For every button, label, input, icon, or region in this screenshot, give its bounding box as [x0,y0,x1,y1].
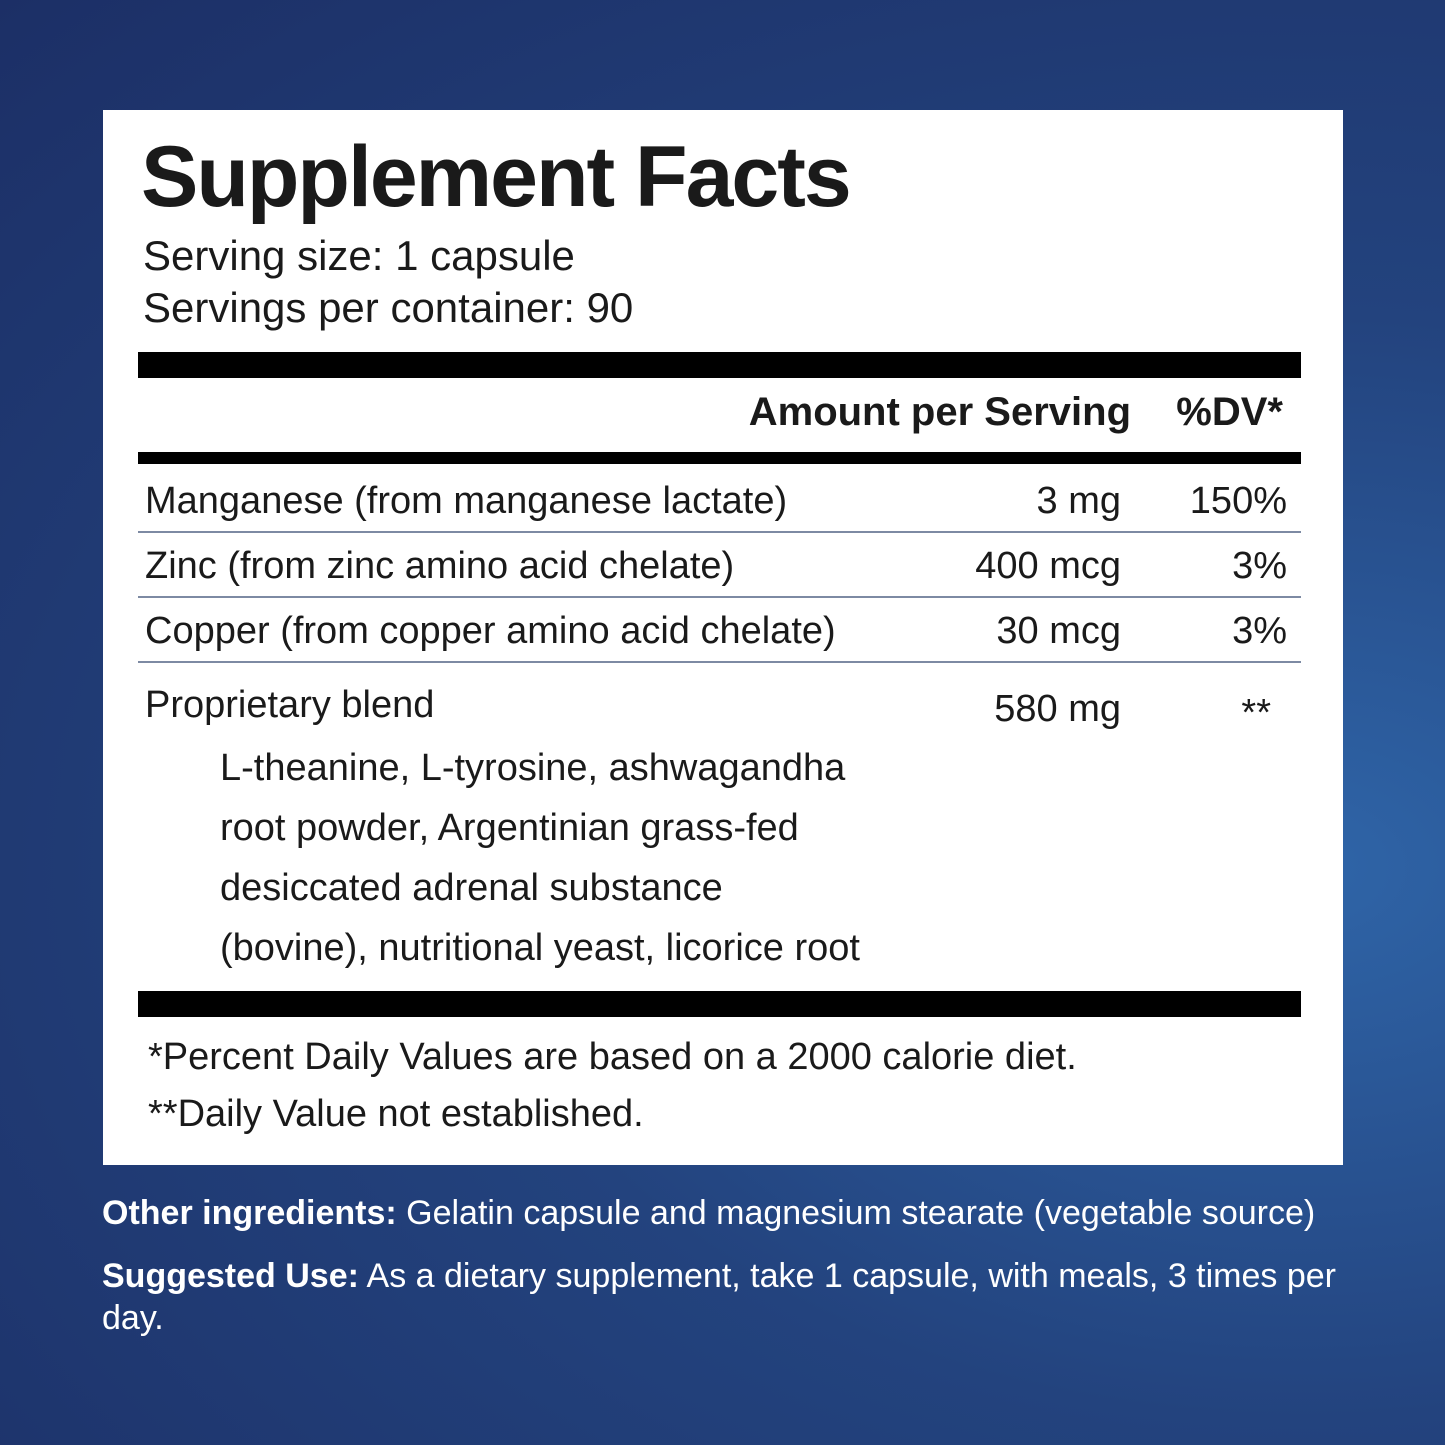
footnote: **Daily Value not established. [148,1093,644,1135]
nutrient-dv: 3% [1232,610,1287,652]
rule [138,452,1301,464]
divider [138,531,1301,533]
nutrient-name: Copper (from copper amino acid chelate) [145,610,836,652]
title: Supplement Facts [141,129,852,225]
label: Other ingredients: [102,1194,397,1232]
supplement-panel: Supplement Facts Serving size: 1 capsule… [103,110,1343,1165]
rule [138,352,1301,378]
text: Gelatin capsule and magnesium stearate (… [396,1194,1316,1232]
blend-line: desiccated adrenal substance [220,867,723,909]
nutrient-name: Manganese (from manganese lactate) [145,480,788,522]
dv-header: %DV* [1176,390,1283,434]
nutrient-amount: 3 mg [1036,480,1121,522]
footnote: *Percent Daily Values are based on a 200… [148,1036,1077,1078]
nutrient-amount: 400 mcg [975,545,1121,587]
amount-header: Amount per Serving [748,390,1131,434]
nutrient-amount: 30 mcg [996,610,1121,652]
label: Suggested Use: [102,1257,359,1295]
blend-line: L-theanine, L-tyrosine, ashwagandha [220,747,846,789]
nutrient-dv: 3% [1232,545,1287,587]
blend-line: (bovine), nutritional yeast, licorice ro… [220,927,860,969]
blend-line: root powder, Argentinian grass-fed [220,807,799,849]
text: As a dietary supplement, take 1 capsule,… [102,1257,1336,1337]
suggested-use: Suggested Use: As a dietary supplement, … [102,1255,1342,1339]
servings: Servings per container: 90 [143,284,634,331]
nutrient-name: Zinc (from zinc amino acid chelate) [145,545,735,587]
serving-size: Serving size: 1 capsule [143,232,575,279]
blend-amount: 580 mg [994,688,1121,730]
divider [138,596,1301,598]
divider [138,661,1301,663]
blend-dv: ** [1241,692,1271,734]
nutrient-dv: 150% [1189,480,1287,522]
rule [138,991,1301,1017]
blend-name: Proprietary blend [145,684,435,726]
other-ingredients: Other ingredients: Gelatin capsule and m… [102,1192,1342,1234]
